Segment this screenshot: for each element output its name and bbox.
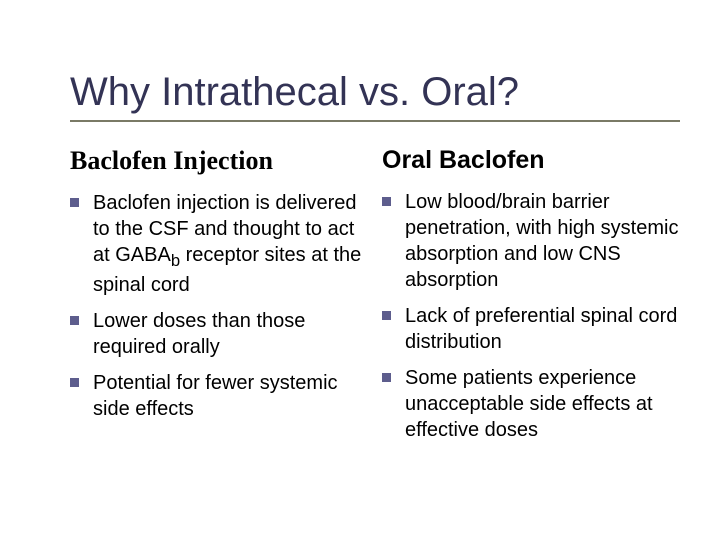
square-bullet-icon bbox=[382, 197, 391, 206]
bullet-text: Low blood/brain barrier penetration, wit… bbox=[405, 189, 680, 293]
left-bullets: Baclofen injection is delivered to the C… bbox=[70, 190, 368, 422]
square-bullet-icon bbox=[70, 316, 79, 325]
slide: Why Intrathecal vs. Oral? Baclofen Injec… bbox=[0, 0, 720, 540]
columns: Baclofen Injection Baclofen injection is… bbox=[70, 146, 680, 453]
square-bullet-icon bbox=[70, 378, 79, 387]
left-column: Baclofen Injection Baclofen injection is… bbox=[70, 146, 368, 453]
slide-title: Why Intrathecal vs. Oral? bbox=[70, 70, 680, 114]
square-bullet-icon bbox=[382, 373, 391, 382]
list-item: Some patients experience unacceptable si… bbox=[382, 365, 680, 443]
list-item: Baclofen injection is delivered to the C… bbox=[70, 190, 368, 298]
list-item: Low blood/brain barrier penetration, wit… bbox=[382, 189, 680, 293]
title-underline: Why Intrathecal vs. Oral? bbox=[70, 70, 680, 122]
right-bullets: Low blood/brain barrier penetration, wit… bbox=[382, 189, 680, 443]
bullet-text: Potential for fewer systemic side effect… bbox=[93, 370, 368, 422]
right-heading: Oral Baclofen bbox=[382, 146, 680, 175]
list-item: Lack of preferential spinal cord distrib… bbox=[382, 303, 680, 355]
left-heading: Baclofen Injection bbox=[70, 146, 368, 176]
square-bullet-icon bbox=[70, 198, 79, 207]
bullet-text: Lack of preferential spinal cord distrib… bbox=[405, 303, 680, 355]
list-item: Potential for fewer systemic side effect… bbox=[70, 370, 368, 422]
right-column: Oral Baclofen Low blood/brain barrier pe… bbox=[382, 146, 680, 453]
list-item: Lower doses than those required orally bbox=[70, 308, 368, 360]
bullet-text: Baclofen injection is delivered to the C… bbox=[93, 190, 368, 298]
bullet-text: Some patients experience unacceptable si… bbox=[405, 365, 680, 443]
square-bullet-icon bbox=[382, 311, 391, 320]
bullet-text: Lower doses than those required orally bbox=[93, 308, 368, 360]
